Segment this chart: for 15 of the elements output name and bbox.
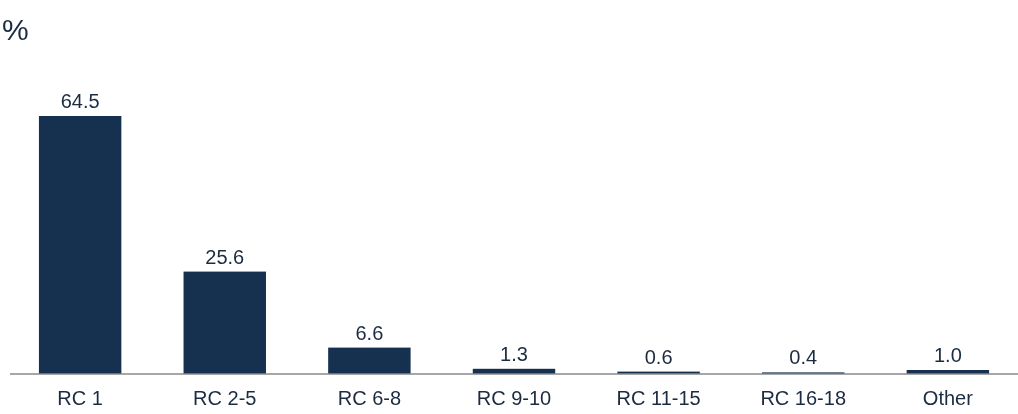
data-label: 64.5 — [60, 90, 100, 112]
data-label: 25.6 — [205, 245, 245, 268]
x-tick-label: RC 2-5 — [193, 387, 257, 409]
data-label: 1.3 — [500, 342, 528, 365]
x-tick-label: RC 11-15 — [616, 387, 701, 409]
x-tick-label: RC 6-8 — [337, 387, 402, 409]
y-axis-title: % — [2, 13, 29, 46]
x-tick-label: Other — [922, 387, 974, 409]
data-label: 6.6 — [355, 321, 384, 344]
x-tick-label: RC 9-10 — [476, 387, 552, 409]
data-label: 0.6 — [644, 345, 673, 368]
data-label: 1.0 — [933, 344, 962, 366]
data-label: 0.4 — [789, 346, 818, 369]
x-tick-label: RC 16-18 — [760, 387, 847, 409]
x-tick-label: RC 1 — [57, 387, 103, 409]
